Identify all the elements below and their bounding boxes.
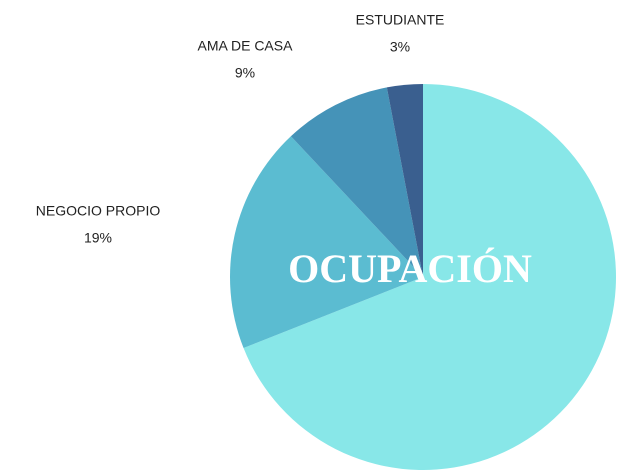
pie [229,84,616,470]
slice-label: AMA DE CASA [198,38,294,54]
slice-label: ESTUDIANTE [356,12,445,28]
pie-slice [243,84,616,470]
chart-title: OCUPACIÓN [288,246,532,291]
slice-value-label: 19% [84,230,112,246]
slice-label: NEGOCIO PROPIO [36,203,161,219]
pie-slice [386,84,423,277]
slice-value-label: 3% [390,39,410,55]
pie-slice [290,87,423,277]
pie-slice [229,136,423,349]
slice-value-label: 9% [235,65,255,81]
